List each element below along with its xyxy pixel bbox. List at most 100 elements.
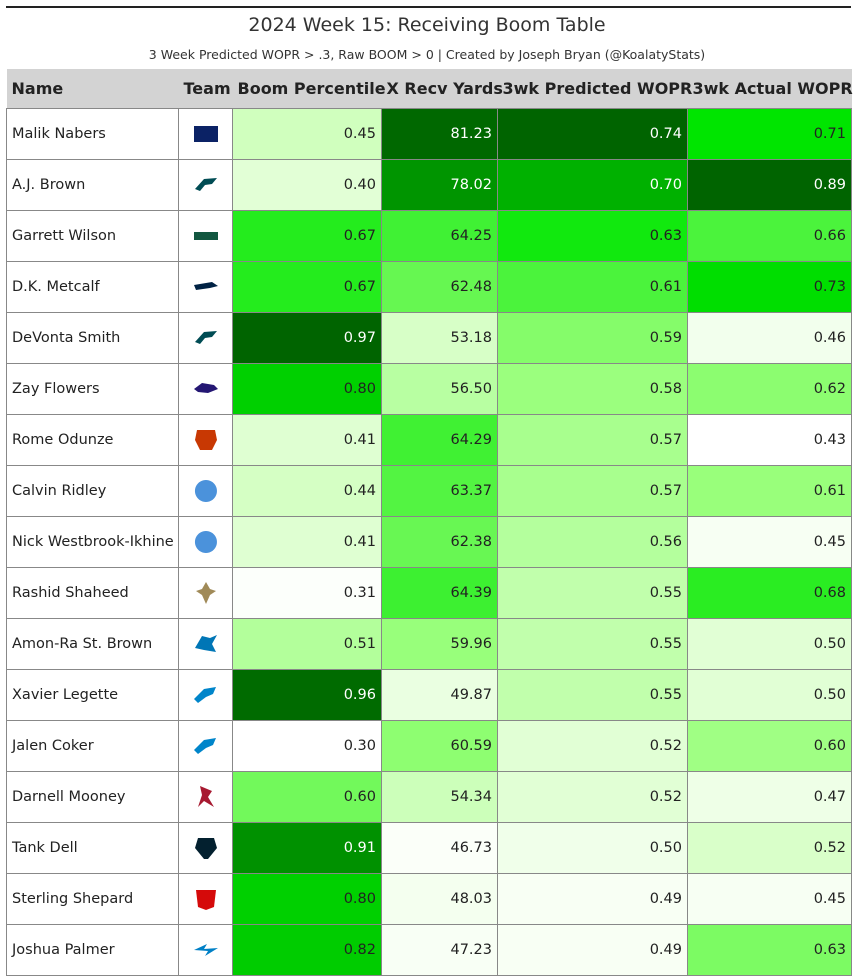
table-row[interactable]: Amon-Ra St. Brown 0.51 59.96 0.55 0.50 <box>6 618 852 670</box>
predicted-wopr-cell: 0.61 <box>497 261 688 313</box>
table-row[interactable]: Calvin Ridley 0.44 63.37 0.57 0.61 <box>6 465 852 517</box>
boom-table: Name Team Boom Percentile X Recv Yards 3… <box>6 69 853 976</box>
player-name: Xavier Legette <box>6 669 179 721</box>
team-cell <box>178 720 233 772</box>
col-header-x-recv-yards[interactable]: X Recv Yards <box>381 69 503 109</box>
table-row[interactable]: Tank Dell 0.91 46.73 0.50 0.52 <box>6 822 852 874</box>
boom-percentile-cell: 0.31 <box>232 567 382 619</box>
table-row[interactable]: Xavier Legette 0.96 49.87 0.55 0.50 <box>6 669 852 721</box>
table-row[interactable]: Rashid Shaheed 0.31 64.39 0.55 0.68 <box>6 567 852 619</box>
lion-icon <box>194 635 217 652</box>
predicted-wopr-cell: 0.49 <box>497 924 688 976</box>
boom-percentile-cell: 0.40 <box>232 159 382 211</box>
falcon-icon <box>197 786 214 807</box>
actual-wopr-cell: 0.62 <box>687 363 852 415</box>
predicted-wopr-cell: 0.52 <box>497 771 688 823</box>
player-name: Calvin Ridley <box>6 465 179 517</box>
col-header-predicted-wopr[interactable]: 3wk Predicted WOPR <box>497 69 692 109</box>
team-cell <box>178 822 233 874</box>
table-row[interactable]: Malik Nabers 0.45 81.23 0.74 0.71 <box>6 108 852 160</box>
table-row[interactable]: A.J. Brown 0.40 78.02 0.70 0.89 <box>6 159 852 211</box>
boom-percentile-cell: 0.91 <box>232 822 382 874</box>
x-recv-yards-cell: 59.96 <box>381 618 498 670</box>
lightning-bolt-icon <box>193 944 218 956</box>
table-row[interactable]: DeVonta Smith 0.97 53.18 0.59 0.46 <box>6 312 852 364</box>
boom-percentile-cell: 0.80 <box>232 873 382 925</box>
x-recv-yards-cell: 62.38 <box>381 516 498 568</box>
predicted-wopr-cell: 0.56 <box>497 516 688 568</box>
boom-percentile-cell: 0.41 <box>232 516 382 568</box>
actual-wopr-cell: 0.73 <box>687 261 852 313</box>
table-row[interactable]: Joshua Palmer 0.82 47.23 0.49 0.63 <box>6 924 852 976</box>
col-header-actual-wopr[interactable]: 3wk Actual WOPR <box>687 69 853 109</box>
titans-t-logo-icon <box>194 531 217 553</box>
actual-wopr-cell: 0.47 <box>687 771 852 823</box>
table-row[interactable]: Rome Odunze 0.41 64.29 0.57 0.43 <box>6 414 852 466</box>
predicted-wopr-cell: 0.55 <box>497 618 688 670</box>
predicted-wopr-cell: 0.74 <box>497 108 688 160</box>
col-header-team[interactable]: Team <box>178 69 233 109</box>
x-recv-yards-cell: 47.23 <box>381 924 498 976</box>
boom-percentile-cell: 0.60 <box>232 771 382 823</box>
boom-percentile-cell: 0.82 <box>232 924 382 976</box>
boom-percentile-cell: 0.97 <box>232 312 382 364</box>
actual-wopr-cell: 0.68 <box>687 567 852 619</box>
predicted-wopr-cell: 0.63 <box>497 210 688 262</box>
team-cell <box>178 261 233 313</box>
team-cell <box>178 924 233 976</box>
x-recv-yards-cell: 63.37 <box>381 465 498 517</box>
player-name: Darnell Mooney <box>6 771 179 823</box>
player-name: A.J. Brown <box>6 159 179 211</box>
x-recv-yards-cell: 53.18 <box>381 312 498 364</box>
x-recv-yards-cell: 64.25 <box>381 210 498 262</box>
player-name: Rashid Shaheed <box>6 567 179 619</box>
actual-wopr-cell: 0.52 <box>687 822 852 874</box>
col-header-name[interactable]: Name <box>6 69 179 109</box>
x-recv-yards-cell: 48.03 <box>381 873 498 925</box>
x-recv-yards-cell: 60.59 <box>381 720 498 772</box>
pirate-flag-icon <box>195 890 216 910</box>
seahawk-head-icon <box>193 282 218 290</box>
table-row[interactable]: Darnell Mooney 0.60 54.34 0.52 0.47 <box>6 771 852 823</box>
boom-percentile-cell: 0.67 <box>232 210 382 262</box>
player-name: Rome Odunze <box>6 414 179 466</box>
player-name: Nick Westbrook-Ikhine <box>6 516 179 568</box>
page-title: 2024 Week 15: Receiving Boom Table <box>248 14 606 36</box>
x-recv-yards-cell: 81.23 <box>381 108 498 160</box>
predicted-wopr-cell: 0.57 <box>497 465 688 517</box>
predicted-wopr-cell: 0.49 <box>497 873 688 925</box>
player-name: Joshua Palmer <box>6 924 179 976</box>
predicted-wopr-cell: 0.52 <box>497 720 688 772</box>
actual-wopr-cell: 0.71 <box>687 108 852 160</box>
table-row[interactable]: Nick Westbrook-Ikhine 0.41 62.38 0.56 0.45 <box>6 516 852 568</box>
actual-wopr-cell: 0.46 <box>687 312 852 364</box>
eagle-head-icon <box>194 331 217 344</box>
fleur-de-lis-icon <box>195 582 216 604</box>
table-row[interactable]: Jalen Coker 0.30 60.59 0.52 0.60 <box>6 720 852 772</box>
predicted-wopr-cell: 0.58 <box>497 363 688 415</box>
table-row[interactable]: Zay Flowers 0.80 56.50 0.58 0.62 <box>6 363 852 415</box>
actual-wopr-cell: 0.45 <box>687 516 852 568</box>
boom-percentile-cell: 0.30 <box>232 720 382 772</box>
table-row[interactable]: D.K. Metcalf 0.67 62.48 0.61 0.73 <box>6 261 852 313</box>
x-recv-yards-cell: 49.87 <box>381 669 498 721</box>
panther-head-icon <box>193 687 216 703</box>
table-row[interactable]: Garrett Wilson 0.67 64.25 0.63 0.66 <box>6 210 852 262</box>
actual-wopr-cell: 0.66 <box>687 210 852 262</box>
team-cell <box>178 618 233 670</box>
table-header-row: Name Team Boom Percentile X Recv Yards 3… <box>6 69 853 109</box>
actual-wopr-cell: 0.45 <box>687 873 852 925</box>
table-body: Malik Nabers 0.45 81.23 0.74 0.71 A.J. Brown 0… <box>6 108 852 976</box>
boom-percentile-cell: 0.51 <box>232 618 382 670</box>
actual-wopr-cell: 0.60 <box>687 720 852 772</box>
actual-wopr-cell: 0.50 <box>687 618 852 670</box>
team-cell <box>178 873 233 925</box>
actual-wopr-cell: 0.89 <box>687 159 852 211</box>
boom-percentile-cell: 0.45 <box>232 108 382 160</box>
col-header-boom-percentile[interactable]: Boom Percentile <box>232 69 386 109</box>
team-cell <box>178 312 233 364</box>
page-subtitle: 3 Week Predicted WOPR > .3, Raw BOOM > 0… <box>148 47 706 62</box>
predicted-wopr-cell: 0.70 <box>497 159 688 211</box>
table-row[interactable]: Sterling Shepard 0.80 48.03 0.49 0.45 <box>6 873 852 925</box>
titans-t-logo-icon <box>194 480 217 502</box>
